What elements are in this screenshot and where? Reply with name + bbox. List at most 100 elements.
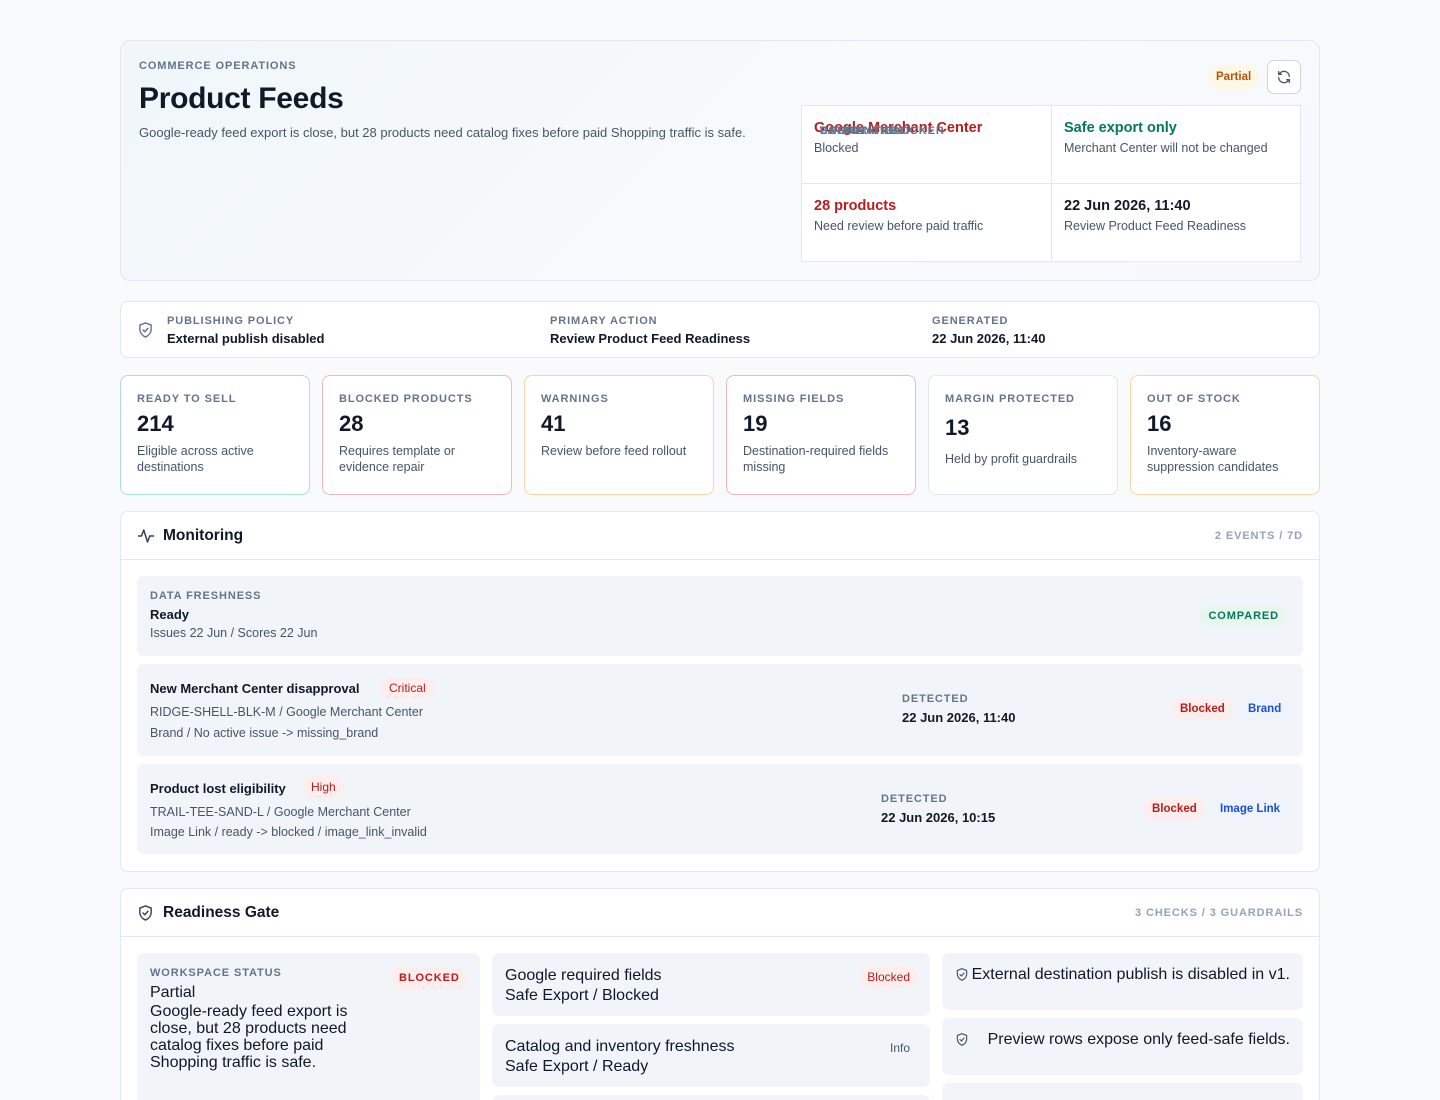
- policy-bar: PUBLISHING POLICY External publish disab…: [120, 301, 1320, 358]
- summary-sub: Review Product Feed Readiness: [1064, 219, 1247, 233]
- stat-missing-fields[interactable]: MISSING FIELDS 19 Destination-required f…: [726, 375, 916, 495]
- page-description: Google-ready feed export is close, but 2…: [139, 125, 746, 140]
- summary-current-blocker: CURRENT BLOCKER 28 products Need review …: [802, 125, 1052, 262]
- event-product: TRAIL-TEE-SAND-L / Google Merchant Cente…: [150, 805, 411, 819]
- page-title: Product Feeds: [139, 82, 344, 115]
- activity-icon: [137, 529, 155, 543]
- event-row[interactable]: New Merchant Center disapproval Critical…: [137, 664, 1303, 756]
- compared-tag: COMPARED: [1200, 605, 1287, 627]
- stat-margin-protected[interactable]: MARGIN PROTECTED 13 Held by profit guard…: [928, 375, 1118, 495]
- summary-label: POLICY: [820, 125, 867, 137]
- stat-description: Review before feed rollout: [541, 444, 687, 458]
- summary-value: 22 Jun 2026, 11:40: [1064, 198, 1191, 214]
- shield-check-icon: [956, 968, 968, 981]
- policy-value[interactable]: Review Product Feed Readiness: [550, 331, 751, 346]
- summary-grid: DESTINATION Google Merchant Center Block…: [801, 105, 1302, 262]
- shield-check-icon: [139, 322, 152, 338]
- stat-label: BLOCKED PRODUCTS: [339, 393, 473, 405]
- summary-sub: Blocked: [814, 141, 859, 155]
- shield-check-icon: [139, 905, 152, 921]
- refresh-icon: [1278, 70, 1290, 84]
- summary-label: DESTINATION: [820, 125, 904, 137]
- stat-label: WARNINGS: [541, 393, 609, 405]
- stat-description: Held by profit guardrails: [945, 452, 1078, 466]
- summary-label: CURRENT BLOCKER: [820, 125, 945, 137]
- policy-value: External publish disabled: [167, 331, 325, 346]
- freshness-label: DATA FRESHNESS: [150, 590, 262, 602]
- stat-blocked-products[interactable]: BLOCKED PRODUCTS 28 Requires template or…: [322, 375, 512, 495]
- guardrail-row: Preview rows expose only feed-safe field…: [942, 1018, 1303, 1075]
- summary-policy: POLICY Safe export only Merchant Center …: [820, 106, 1302, 184]
- field-badge: Image Link: [1212, 798, 1289, 820]
- severity-badge: Critical: [381, 677, 434, 699]
- summary-value: Google Merchant Center: [814, 120, 983, 136]
- stat-out-of-stock[interactable]: OUT OF STOCK 16 Inventory-aware suppress…: [1130, 375, 1320, 495]
- check-row[interactable]: Catalog and inventory freshness Safe Exp…: [492, 1024, 930, 1087]
- stat-value: 41: [541, 411, 566, 436]
- stat-value: 28: [339, 411, 364, 436]
- policy-publishing: PUBLISHING POLICY External publish disab…: [167, 315, 324, 346]
- freshness-value: Ready: [150, 607, 190, 622]
- stat-value: 214: [137, 411, 174, 436]
- section-meta: 2 EVENTS / 7D: [1214, 530, 1303, 542]
- check-tag: Blocked: [859, 966, 918, 988]
- policy-label: GENERATED: [932, 315, 1009, 327]
- check-row[interactable]: Google required fields Safe Export / Blo…: [492, 953, 930, 1016]
- readiness-gate-section: Readiness Gate 3 CHECKS / 3 GUARDRAILS W…: [120, 888, 1320, 1100]
- check-row[interactable]: [492, 1095, 930, 1100]
- policy-label: PRIMARY ACTION: [550, 315, 658, 327]
- guardrail-row: [942, 1083, 1303, 1100]
- freshness-sub: Issues 22 Jun / Scores 22 Jun: [150, 626, 318, 640]
- monitoring-section: Monitoring 2 EVENTS / 7D DATA FRESHNESS …: [120, 511, 1320, 872]
- status-badge: Blocked: [1172, 698, 1233, 720]
- event-change: Image Link / ready -> blocked / image_li…: [150, 825, 427, 839]
- workspace-description: Google-ready feed export is close, but 2…: [150, 1003, 348, 1071]
- stat-warnings[interactable]: WARNINGS 41 Review before feed rollout: [524, 375, 714, 495]
- event-title: Product lost eligibility: [150, 781, 286, 796]
- stat-value: 16: [1147, 411, 1172, 436]
- section-title: Monitoring: [163, 527, 244, 544]
- data-freshness-row: DATA FRESHNESS Ready Issues 22 Jun / Sco…: [137, 576, 1303, 656]
- check-sub: Safe Export / Ready: [505, 1058, 649, 1075]
- field-badge: Brand: [1240, 698, 1290, 720]
- monitoring-header: Monitoring 2 EVENTS / 7D: [121, 512, 1319, 560]
- stat-value: 19: [743, 411, 768, 436]
- stat-description: Destination-required fields missing: [743, 444, 889, 474]
- summary-label: LATEST CHECK: [820, 125, 915, 137]
- stat-label: READY TO SELL: [137, 393, 237, 405]
- check-title: Catalog and inventory freshness: [505, 1038, 735, 1055]
- severity-badge: High: [303, 776, 344, 798]
- stat-label: MARGIN PROTECTED: [945, 393, 1075, 405]
- event-change: Brand / No active issue -> missing_brand: [150, 726, 379, 740]
- policy-value: 22 Jun 2026, 11:40: [932, 331, 1046, 346]
- summary-latest-check: LATEST CHECK 22 Jun 2026, 11:40 Review P…: [820, 125, 1302, 262]
- section-eyebrow: COMMERCE OPERATIONS: [139, 60, 297, 72]
- readiness-header: Readiness Gate 3 CHECKS / 3 GUARDRAILS: [121, 889, 1319, 937]
- summary-value: Safe export only: [1064, 120, 1177, 136]
- section-meta: 3 CHECKS / 3 GUARDRAILS: [1135, 907, 1303, 919]
- status-badge: Partial: [1208, 65, 1260, 89]
- summary-destination: DESTINATION Google Merchant Center Block…: [802, 106, 1052, 184]
- summary-sub: Need review before paid traffic: [814, 219, 984, 233]
- check-tag: Info: [889, 1041, 910, 1055]
- section-title: Readiness Gate: [163, 904, 280, 921]
- shield-check-icon: [956, 1033, 968, 1046]
- refresh-button[interactable]: [1267, 60, 1301, 94]
- policy-primary-action: PRIMARY ACTION Review Product Feed Readi…: [550, 315, 750, 346]
- workspace-value: Partial: [150, 984, 196, 1001]
- check-title: Google required fields: [505, 967, 662, 984]
- stat-label: OUT OF STOCK: [1147, 393, 1241, 405]
- guardrail-text: Preview rows expose only feed-safe field…: [987, 1031, 1290, 1048]
- event-row[interactable]: Product lost eligibility High TRAIL-TEE-…: [137, 764, 1303, 854]
- stat-label: MISSING FIELDS: [743, 393, 845, 405]
- summary-value: 28 products: [814, 198, 897, 214]
- stat-description: Inventory-aware suppression candidates: [1147, 444, 1279, 474]
- detected-time: 22 Jun 2026, 10:15: [881, 810, 996, 825]
- summary-sub: Merchant Center will not be changed: [1064, 141, 1268, 155]
- workspace-status-card: WORKSPACE STATUS BLOCKED Partial Google-…: [137, 953, 480, 1100]
- stat-ready-to-sell[interactable]: READY TO SELL 214 Eligible across active…: [120, 375, 310, 495]
- check-sub: Safe Export / Blocked: [505, 987, 659, 1004]
- stat-description: Requires template or evidence repair: [339, 444, 456, 474]
- stat-description: Eligible across active destinations: [137, 444, 254, 474]
- policy-label: PUBLISHING POLICY: [167, 315, 295, 327]
